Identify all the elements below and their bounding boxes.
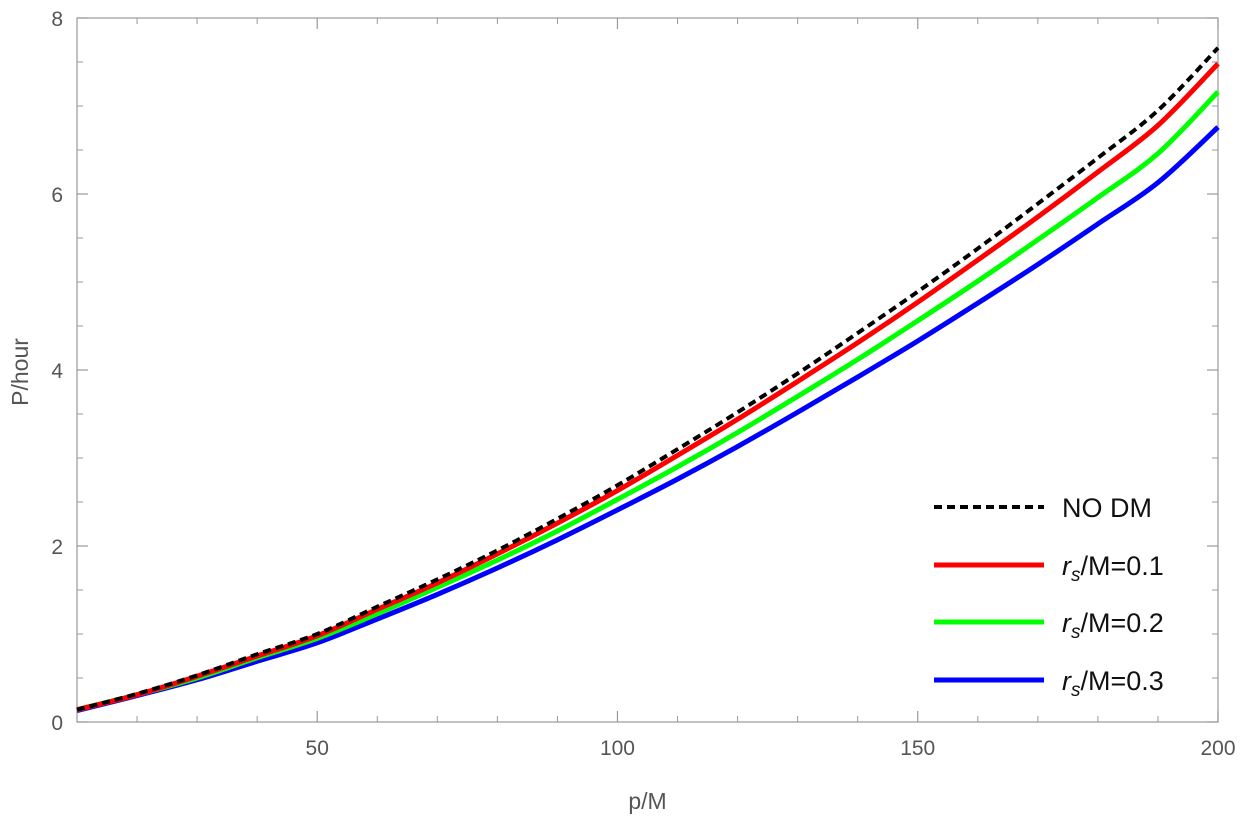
x-tick-label: 150 (900, 737, 935, 760)
y-tick-label: 6 (51, 184, 63, 207)
y-tick-label: 4 (51, 360, 63, 383)
y-tick-label: 2 (51, 536, 63, 559)
x-axis: 50 100 150 200 (306, 18, 1236, 760)
y-axis: 0 2 4 6 8 (51, 8, 1218, 735)
legend-label-0: NO DM (1062, 493, 1152, 523)
y-tick-label: 0 (51, 712, 63, 735)
minor-ticks (77, 18, 1218, 722)
series-line-1 (76, 62, 1220, 713)
series-line-3 (76, 125, 1220, 713)
series-line-0 (76, 46, 1220, 712)
plot-lines (76, 46, 1220, 713)
x-axis-title: p/M (628, 788, 666, 814)
y-axis-title: P/hour (7, 338, 33, 406)
series-line-2 (76, 90, 1220, 713)
plot-frame (76, 17, 1219, 723)
legend-label-2: rs/M=0.2 (1062, 608, 1164, 643)
x-tick-label: 200 (1200, 737, 1235, 760)
legend-label-3: rs/M=0.3 (1062, 666, 1164, 701)
x-tick-label: 50 (306, 737, 329, 760)
y-tick-label: 8 (51, 8, 63, 31)
legend-label-1: rs/M=0.1 (1062, 551, 1164, 586)
legend: NO DM rs/M=0.1 rs/M=0.2 rs/M=0.3 (934, 493, 1164, 701)
x-tick-label: 100 (600, 737, 635, 760)
plot-frame-rect (76, 17, 1219, 723)
